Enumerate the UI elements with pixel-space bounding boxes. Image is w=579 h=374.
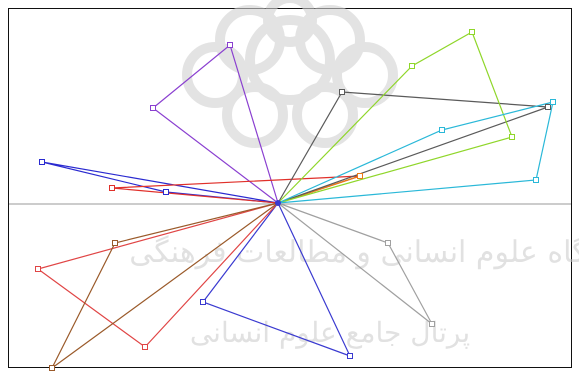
center-hub [275,200,281,206]
polygon-purple [152,43,279,204]
vertex-marker-lightgray-1 [385,240,391,246]
vertex-marker-blue-left-1 [163,189,169,195]
vertex-marker-lime-1 [469,29,475,35]
polygon-red-bottom [36,202,279,348]
vertex-marker-lightgray-0 [429,321,435,327]
vertex-marker-red-bottom-1 [142,344,148,350]
watermark-line-1: پژوهشگاه علوم انسانی و مطالعات فرهنگی [129,235,579,270]
polygon-blue-bottom [202,202,352,358]
polygon-layer [36,31,554,369]
vertex-marker-blue-left-0 [39,159,45,165]
polygon-darkgray [277,91,549,204]
vertex-marker-purple-0 [150,105,156,111]
vertex-marker-red-bottom-0 [35,266,41,272]
polygon-brown [51,202,279,369]
watermark-line-2: پرتال جامع علوم انسانی [190,316,470,349]
vertex-marker-cyan-0 [533,177,539,183]
polygon-lime [277,31,513,204]
vertex-marker-orange-0 [357,173,363,179]
vertex-marker-lime-0 [509,134,515,140]
polygon-blue-left [41,161,279,204]
vertex-marker-brown-0 [112,240,118,246]
vertex-marker-purple-1 [227,42,233,48]
vertex-marker-blue-bottom-1 [347,353,353,359]
marker-layer [35,29,556,371]
vertex-marker-darkgray-1 [545,104,551,110]
vertex-marker-blue-bottom-0 [200,299,206,305]
vertex-marker-brown-1 [49,365,55,371]
vertex-marker-cyan-2 [439,127,445,133]
figure-frame [8,8,572,368]
vertex-marker-cyan-1 [550,99,556,105]
vertex-marker-red-left-0 [109,185,115,191]
polygon-lightgray [277,202,433,325]
watermark-emblem [182,0,398,148]
vertex-marker-lime-2 [409,63,415,69]
vertex-marker-darkgray-0 [339,89,345,95]
